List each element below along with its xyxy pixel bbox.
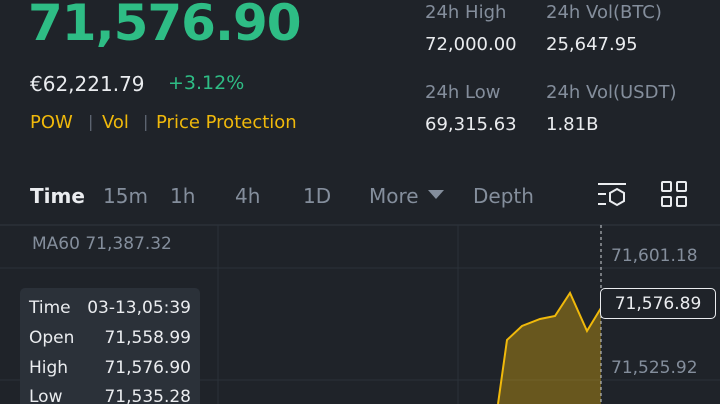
current-price-label: 71,576.89 (600, 288, 716, 319)
tab[interactable]: 1D (303, 184, 332, 208)
tooltip-value: 71,558.99 (104, 328, 191, 348)
tab[interactable]: 1h (170, 184, 196, 208)
tab[interactable]: Time (30, 184, 85, 208)
separator: | (88, 112, 94, 131)
tag[interactable]: POW (30, 112, 73, 133)
tooltip-value: 71,576.90 (104, 358, 191, 378)
tooltip-value: 71,535.28 (104, 387, 191, 404)
price-axis-label: 71,601.18 (611, 246, 698, 266)
stat-label: 24h Low (425, 82, 501, 103)
tag[interactable]: Vol (102, 112, 129, 133)
price-line (497, 290, 602, 404)
tooltip: Time 03-13,05:39 Open 71,558.99 High 71,… (20, 288, 200, 404)
settings-icon[interactable] (598, 183, 626, 207)
stat-label: 24h High (425, 2, 507, 23)
tag[interactable]: Price Protection (156, 112, 297, 133)
stat-value: 25,647.95 (546, 34, 638, 55)
stat-label: 24h Vol(USDT) (546, 82, 677, 103)
ma-indicator: MA60 71,387.32 (32, 234, 172, 254)
stat-value: 69,315.63 (425, 114, 517, 135)
separator: | (143, 112, 149, 131)
tooltip-label: High (29, 358, 69, 378)
ma-label: MA60 (32, 234, 80, 254)
tab[interactable]: 15m (103, 184, 148, 208)
layout-icon[interactable] (661, 181, 687, 207)
price-area (498, 293, 601, 404)
stat-value: 1.81B (546, 114, 599, 135)
fiat-price: €62,221.79 (30, 72, 145, 96)
dropdown-arrow (428, 190, 444, 199)
price-axis-label: 71,525.92 (611, 358, 698, 378)
last-price: 71,576.90 (28, 0, 302, 52)
tooltip-value: 03-13,05:39 (87, 298, 191, 318)
tab[interactable]: More (369, 184, 419, 208)
tooltip-label: Open (29, 328, 75, 348)
stat-label: 24h Vol(BTC) (546, 2, 662, 23)
price-change: +3.12% (168, 72, 245, 94)
tab[interactable]: 4h (235, 184, 261, 208)
tooltip-label: Time (29, 298, 71, 318)
ma-value: 71,387.32 (85, 234, 172, 254)
tooltip-label: Low (29, 387, 63, 404)
stat-value: 72,000.00 (425, 34, 517, 55)
tab[interactable]: Depth (473, 184, 534, 208)
